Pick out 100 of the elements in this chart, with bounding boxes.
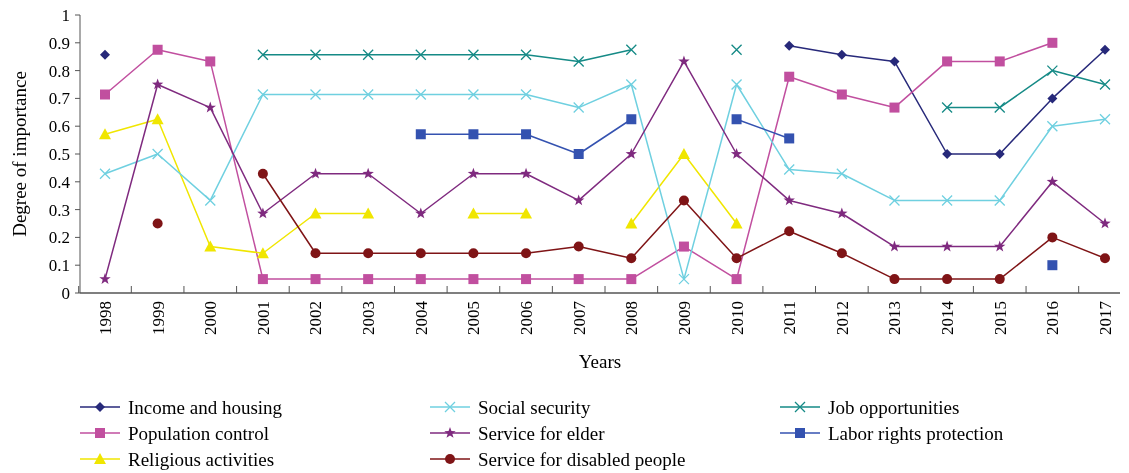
point: [415, 129, 426, 140]
point: [309, 49, 322, 61]
x-tick-label: 2016: [1043, 301, 1063, 335]
point: [1047, 232, 1058, 243]
point: [942, 149, 953, 159]
y-tick-label: 0.8: [48, 61, 70, 81]
x-tick-label: 1998: [95, 301, 115, 335]
point: [626, 274, 637, 285]
point: [889, 274, 900, 285]
point: [1099, 78, 1111, 91]
x-tick-label: 2004: [411, 300, 431, 335]
point: [363, 248, 374, 259]
point: [309, 207, 322, 219]
x-axis-title: Years: [578, 351, 622, 372]
point: [151, 148, 164, 160]
point: [626, 114, 637, 125]
legend-label: Population control: [128, 422, 269, 444]
y-tick-label: 0.5: [48, 144, 70, 164]
legend-label: Labor rights protection: [828, 422, 1004, 444]
point: [836, 207, 848, 219]
point: [625, 217, 638, 229]
point: [730, 78, 743, 91]
point: [100, 89, 110, 100]
point: [257, 88, 269, 101]
x-tick-label: 2006: [517, 301, 536, 335]
point: [941, 101, 953, 114]
point: [152, 218, 163, 229]
point: [415, 274, 426, 285]
point: [467, 207, 480, 219]
point: [1047, 260, 1058, 271]
point: [836, 168, 848, 180]
point: [257, 49, 269, 61]
point: [520, 49, 532, 61]
point: [362, 167, 374, 179]
x-tick-label: 2011: [780, 301, 800, 335]
point: [1047, 93, 1058, 104]
y-tick-label: 0: [61, 283, 70, 303]
x-tick-label: 2017: [1095, 300, 1115, 335]
y-tick-label: 1: [61, 5, 70, 25]
point: [626, 253, 637, 264]
point: [467, 88, 480, 101]
point: [677, 148, 690, 159]
point: [573, 274, 584, 285]
x-tick-label: 2002: [306, 301, 326, 335]
point: [362, 49, 374, 61]
point: [941, 194, 953, 207]
point: [573, 149, 584, 159]
point: [1099, 217, 1111, 229]
point: [415, 49, 427, 61]
point: [1046, 120, 1059, 132]
point: [730, 217, 743, 229]
point: [468, 274, 479, 285]
y-tick-label: 0.2: [48, 228, 70, 248]
point: [100, 49, 110, 60]
x-tick-label: 2003: [359, 301, 379, 335]
point: [994, 240, 1006, 252]
point: [784, 71, 795, 82]
point: [363, 274, 374, 285]
point: [520, 167, 532, 179]
point: [573, 55, 585, 68]
point: [467, 49, 480, 61]
point: [678, 241, 689, 252]
point: [783, 194, 795, 206]
point: [1047, 37, 1058, 48]
point: [468, 248, 479, 259]
legend-label: Service for disabled people: [478, 448, 686, 470]
point: [310, 248, 321, 259]
x-tick-label: 2005: [464, 301, 484, 335]
point: [415, 248, 426, 259]
point: [1046, 175, 1059, 187]
point: [521, 129, 532, 140]
y-tick-label: 0.7: [48, 89, 71, 109]
point: [152, 44, 163, 55]
point: [941, 240, 953, 252]
x-tick-label: 2010: [727, 301, 747, 335]
point: [415, 88, 427, 101]
legend-label: Income and housing: [128, 396, 283, 418]
x-tick-label: 2001: [253, 301, 273, 335]
legend-label: Service for elder: [478, 422, 606, 444]
point: [257, 207, 269, 219]
point: [836, 49, 847, 60]
point: [1099, 113, 1111, 125]
point: [521, 274, 532, 285]
legend-label: Religious activities: [128, 448, 275, 470]
point: [1100, 44, 1110, 55]
point: [889, 102, 900, 113]
point: [468, 129, 479, 140]
point: [205, 56, 216, 67]
point: [731, 114, 742, 125]
point: [310, 274, 321, 285]
point: [678, 55, 690, 67]
point: [309, 88, 322, 101]
point: [994, 194, 1006, 207]
point: [888, 194, 901, 207]
point: [204, 240, 217, 252]
point: [572, 194, 585, 206]
point: [678, 195, 689, 206]
point: [994, 274, 1005, 285]
point: [257, 168, 268, 179]
point: [784, 40, 795, 51]
